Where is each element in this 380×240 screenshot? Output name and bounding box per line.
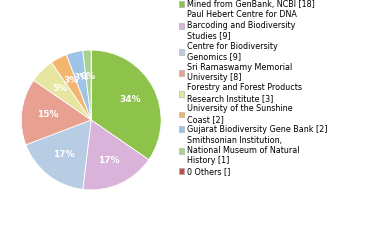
- Text: 17%: 17%: [53, 150, 75, 159]
- Text: 5%: 5%: [52, 84, 68, 93]
- Wedge shape: [66, 51, 91, 120]
- Wedge shape: [51, 55, 91, 120]
- Text: 3%: 3%: [63, 77, 78, 85]
- Wedge shape: [91, 50, 161, 160]
- Text: 17%: 17%: [98, 156, 120, 165]
- Wedge shape: [83, 50, 91, 120]
- Wedge shape: [21, 80, 91, 145]
- Text: 0%: 0%: [81, 72, 96, 81]
- Text: 3%: 3%: [73, 73, 88, 82]
- Wedge shape: [34, 62, 91, 120]
- Text: 15%: 15%: [37, 110, 58, 119]
- Legend: Mined from GenBank, NCBI [18], Paul Hebert Centre for DNA
Barcoding and Biodiver: Mined from GenBank, NCBI [18], Paul Hebe…: [179, 0, 328, 176]
- Text: 34%: 34%: [119, 95, 141, 104]
- Wedge shape: [83, 120, 149, 190]
- Wedge shape: [26, 120, 91, 189]
